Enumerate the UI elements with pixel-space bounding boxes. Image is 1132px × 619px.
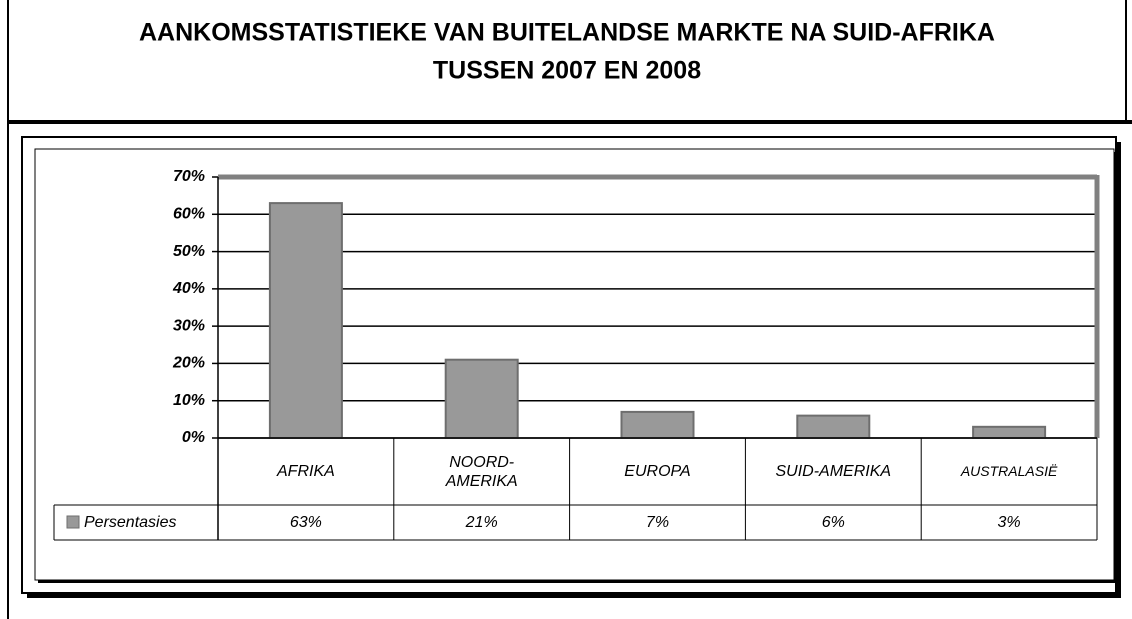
legend-label: Persentasies xyxy=(84,514,177,531)
y-tick-label: 20% xyxy=(172,355,205,372)
y-tick-label: 10% xyxy=(173,392,205,409)
value-label: 7% xyxy=(645,514,670,531)
bar xyxy=(796,414,871,439)
bar xyxy=(620,410,695,439)
y-tick-label: 30% xyxy=(173,317,205,334)
bar xyxy=(972,425,1047,440)
chart-title: TUSSEN 2007 EN 2008 xyxy=(433,57,701,85)
category-label: AUSTRALASIË xyxy=(960,463,1058,479)
value-label: 3% xyxy=(997,514,1021,531)
y-tick-label: 60% xyxy=(173,206,205,223)
chart-title: AANKOMSSTATISTIEKE VAN BUITELANDSE MARKT… xyxy=(139,19,995,47)
legend-key xyxy=(66,515,80,529)
category-label: AFRIKA xyxy=(277,463,335,480)
value-label: 6% xyxy=(821,514,845,531)
bar xyxy=(268,202,343,439)
category-label: EUROPA xyxy=(624,463,691,480)
category-label: NOORD- AMERIKA xyxy=(445,453,518,490)
value-label: 21% xyxy=(465,514,498,531)
y-tick-label: 70% xyxy=(173,168,205,185)
bar xyxy=(444,358,519,440)
y-tick-label: 40% xyxy=(172,280,205,297)
category-label: SUID-AMERIKA xyxy=(775,463,892,480)
y-tick-label: 50% xyxy=(173,243,205,260)
value-label: 63% xyxy=(289,514,322,531)
inner-frame xyxy=(34,148,1115,581)
y-tick-label: 0% xyxy=(182,429,205,446)
